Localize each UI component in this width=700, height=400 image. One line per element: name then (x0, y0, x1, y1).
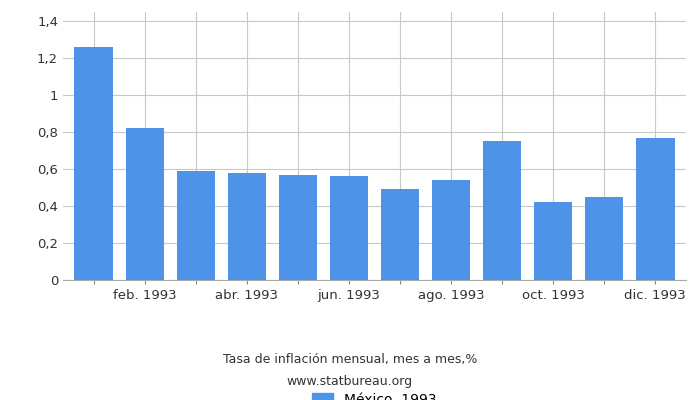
Bar (74, 47, 113, 280)
Bar (125, 128, 164, 280)
Bar (228, 173, 266, 280)
Bar (176, 171, 215, 280)
Bar (483, 141, 522, 280)
Bar (585, 197, 624, 280)
Bar (279, 175, 317, 280)
Bar (432, 180, 470, 280)
Bar (381, 190, 419, 280)
Text: Tasa de inflación mensual, mes a mes,%: Tasa de inflación mensual, mes a mes,% (223, 354, 477, 366)
Bar (330, 176, 368, 280)
Legend: México, 1993: México, 1993 (307, 387, 442, 400)
Text: www.statbureau.org: www.statbureau.org (287, 376, 413, 388)
Bar (636, 138, 675, 280)
Bar (534, 202, 573, 280)
